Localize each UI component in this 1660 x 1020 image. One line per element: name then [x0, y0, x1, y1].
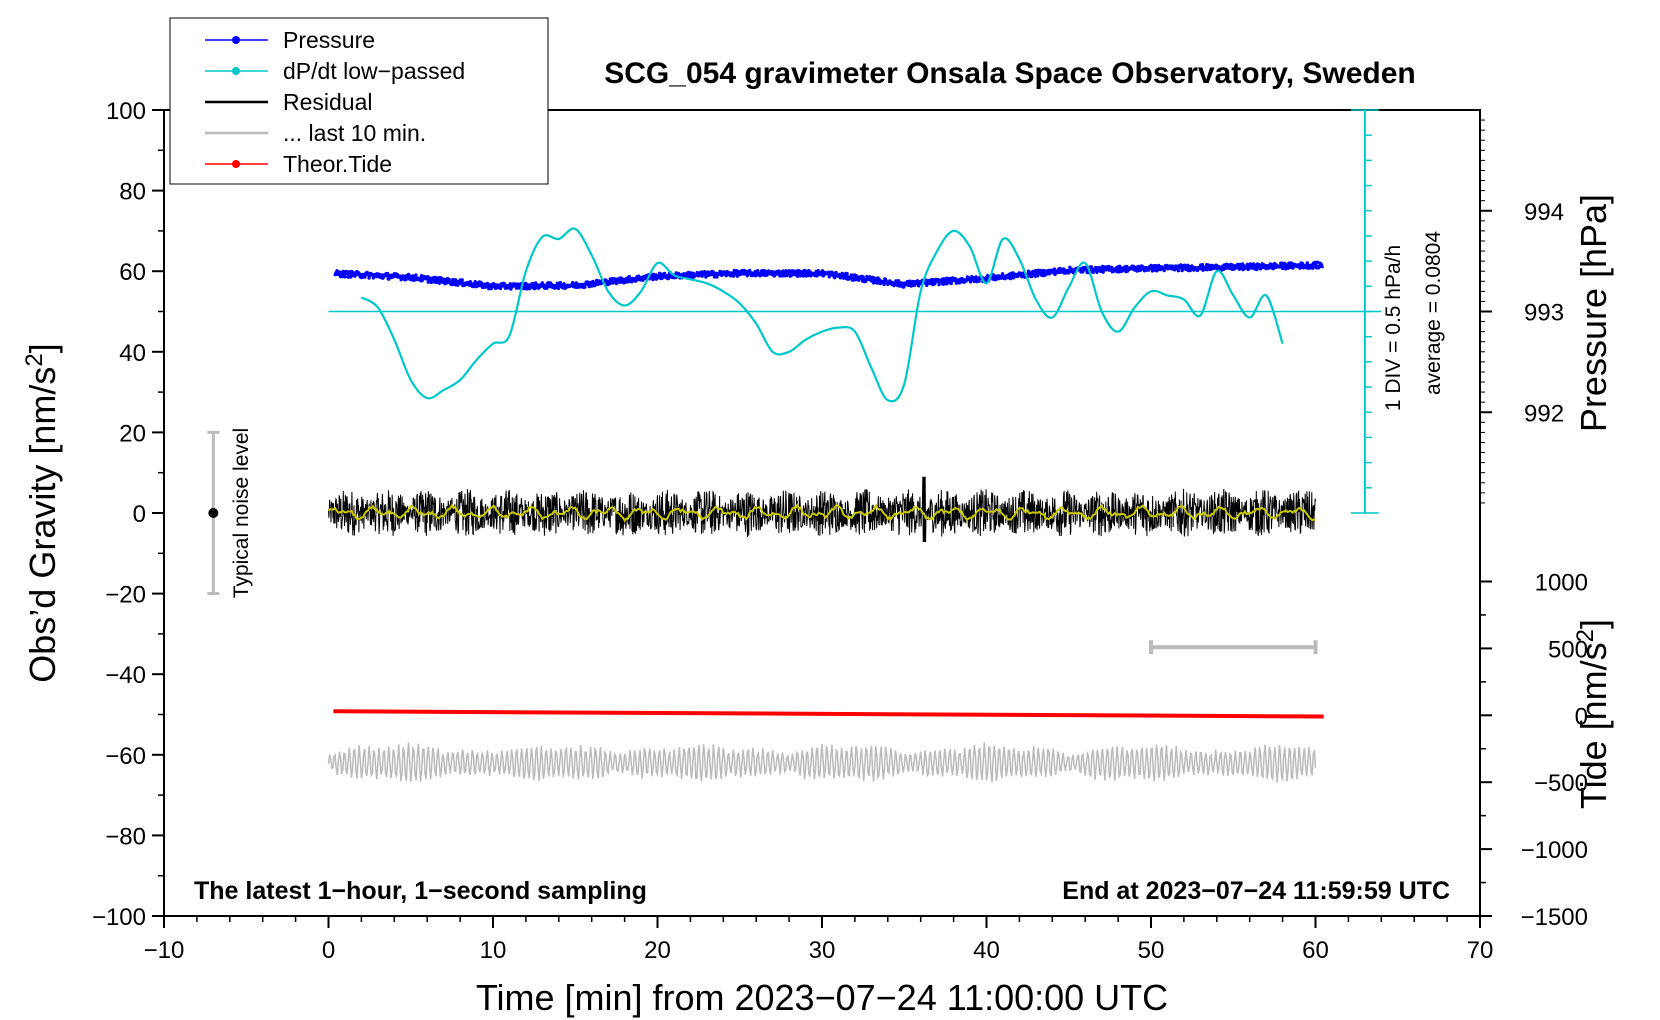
annotation-sampling: The latest 1−hour, 1−second sampling [194, 877, 647, 905]
theoretical-tide-line [333, 709, 1324, 719]
tide-tick-label: 1000 [1535, 570, 1588, 597]
last-10-min-line [327, 742, 1317, 783]
y-axis-ticks: −100 −80 −60 −40 −20 0 20 40 60 80 100 [92, 98, 164, 931]
dpdt-line [360, 227, 1284, 403]
tide-tick-label: −1500 [1521, 904, 1588, 931]
legend-label: ... last 10 min. [283, 120, 426, 146]
tide-tick-label: 0 [1575, 703, 1588, 730]
last-10-min-bar [1149, 640, 1318, 655]
dpdt-scale-bar [328, 109, 1382, 514]
noise-bar-label: Typical noise level [230, 428, 253, 598]
y-tick-label: 40 [119, 340, 146, 367]
y-tick-label: −40 [105, 662, 146, 689]
legend-marker [232, 160, 240, 168]
legend-marker [232, 36, 240, 44]
y-tick-label: −100 [92, 904, 146, 931]
pressure-trend-line [335, 263, 1316, 288]
typical-noise-bar [207, 430, 220, 596]
residual-smoothed-line [327, 502, 1316, 523]
tide-tick-label: −500 [1534, 770, 1588, 797]
tide-tick-label: 500 [1548, 636, 1588, 663]
dpdt-average-label: average = 0.0804 [1422, 231, 1445, 395]
tide-tick-label: −1000 [1521, 837, 1588, 864]
y-tick-label: 20 [119, 420, 146, 447]
legend-label: Residual [283, 89, 373, 115]
x-tick-label: 40 [973, 937, 1000, 964]
x-tick-label: 60 [1302, 937, 1329, 964]
y-tick-label: −60 [105, 743, 146, 770]
noise-bar-point [208, 508, 219, 518]
y-tick-label: −20 [105, 582, 146, 609]
y-tick-label: 60 [119, 259, 146, 286]
x-tick-label: 0 [322, 937, 335, 964]
annotation-end-time: End at 2023−07−24 11:59:59 UTC [1062, 877, 1450, 905]
x-tick-label: 30 [809, 937, 836, 964]
x-tick-label: −10 [144, 937, 185, 964]
residual-line [328, 476, 1316, 543]
legend-label: dP/dt low−passed [283, 58, 465, 84]
x-tick-label: 50 [1138, 937, 1165, 964]
y-axis-label-tide: Tide [nm/s2] [1572, 619, 1615, 809]
y-tick-label: 100 [106, 98, 146, 125]
x-axis-ticks: −10 0 10 20 30 40 50 60 70 [144, 916, 1494, 964]
pressure-tick-label: 993 [1524, 300, 1564, 327]
y-tick-label: 80 [119, 179, 146, 206]
pressure-tick-label: 994 [1524, 199, 1564, 226]
legend-label: Theor.Tide [283, 151, 392, 177]
chart-title: SCG_054 gravimeter Onsala Space Observat… [604, 57, 1416, 90]
x-tick-label: 20 [644, 937, 671, 964]
series-layer [327, 227, 1324, 783]
y-axis-label-gravity: Obs’d Gravity [nm/s2] [21, 343, 64, 682]
x-tick-label: 70 [1467, 937, 1494, 964]
x-axis-label: Time [min] from 2023−07−24 11:00:00 UTC [476, 977, 1168, 1018]
y-axis-label-pressure: Pressure [hPa] [1573, 194, 1614, 432]
legend: Pressure dP/dt low−passed Residual ... last… [169, 17, 549, 185]
x-tick-label: 10 [480, 937, 507, 964]
y-tick-label: −80 [105, 823, 146, 850]
legend-marker [232, 67, 240, 75]
pressure-axis-ticks: 992 993 994 [1480, 119, 1564, 504]
pressure-tick-label: 992 [1524, 400, 1564, 427]
dpdt-scale-label: 1 DIV = 0.5 hPa/h [1382, 245, 1405, 411]
legend-label: Pressure [283, 27, 375, 53]
y-tick-label: 0 [133, 501, 146, 528]
tide-axis-ticks: −1500 −1000 −500 0 500 1000 [1480, 570, 1588, 931]
